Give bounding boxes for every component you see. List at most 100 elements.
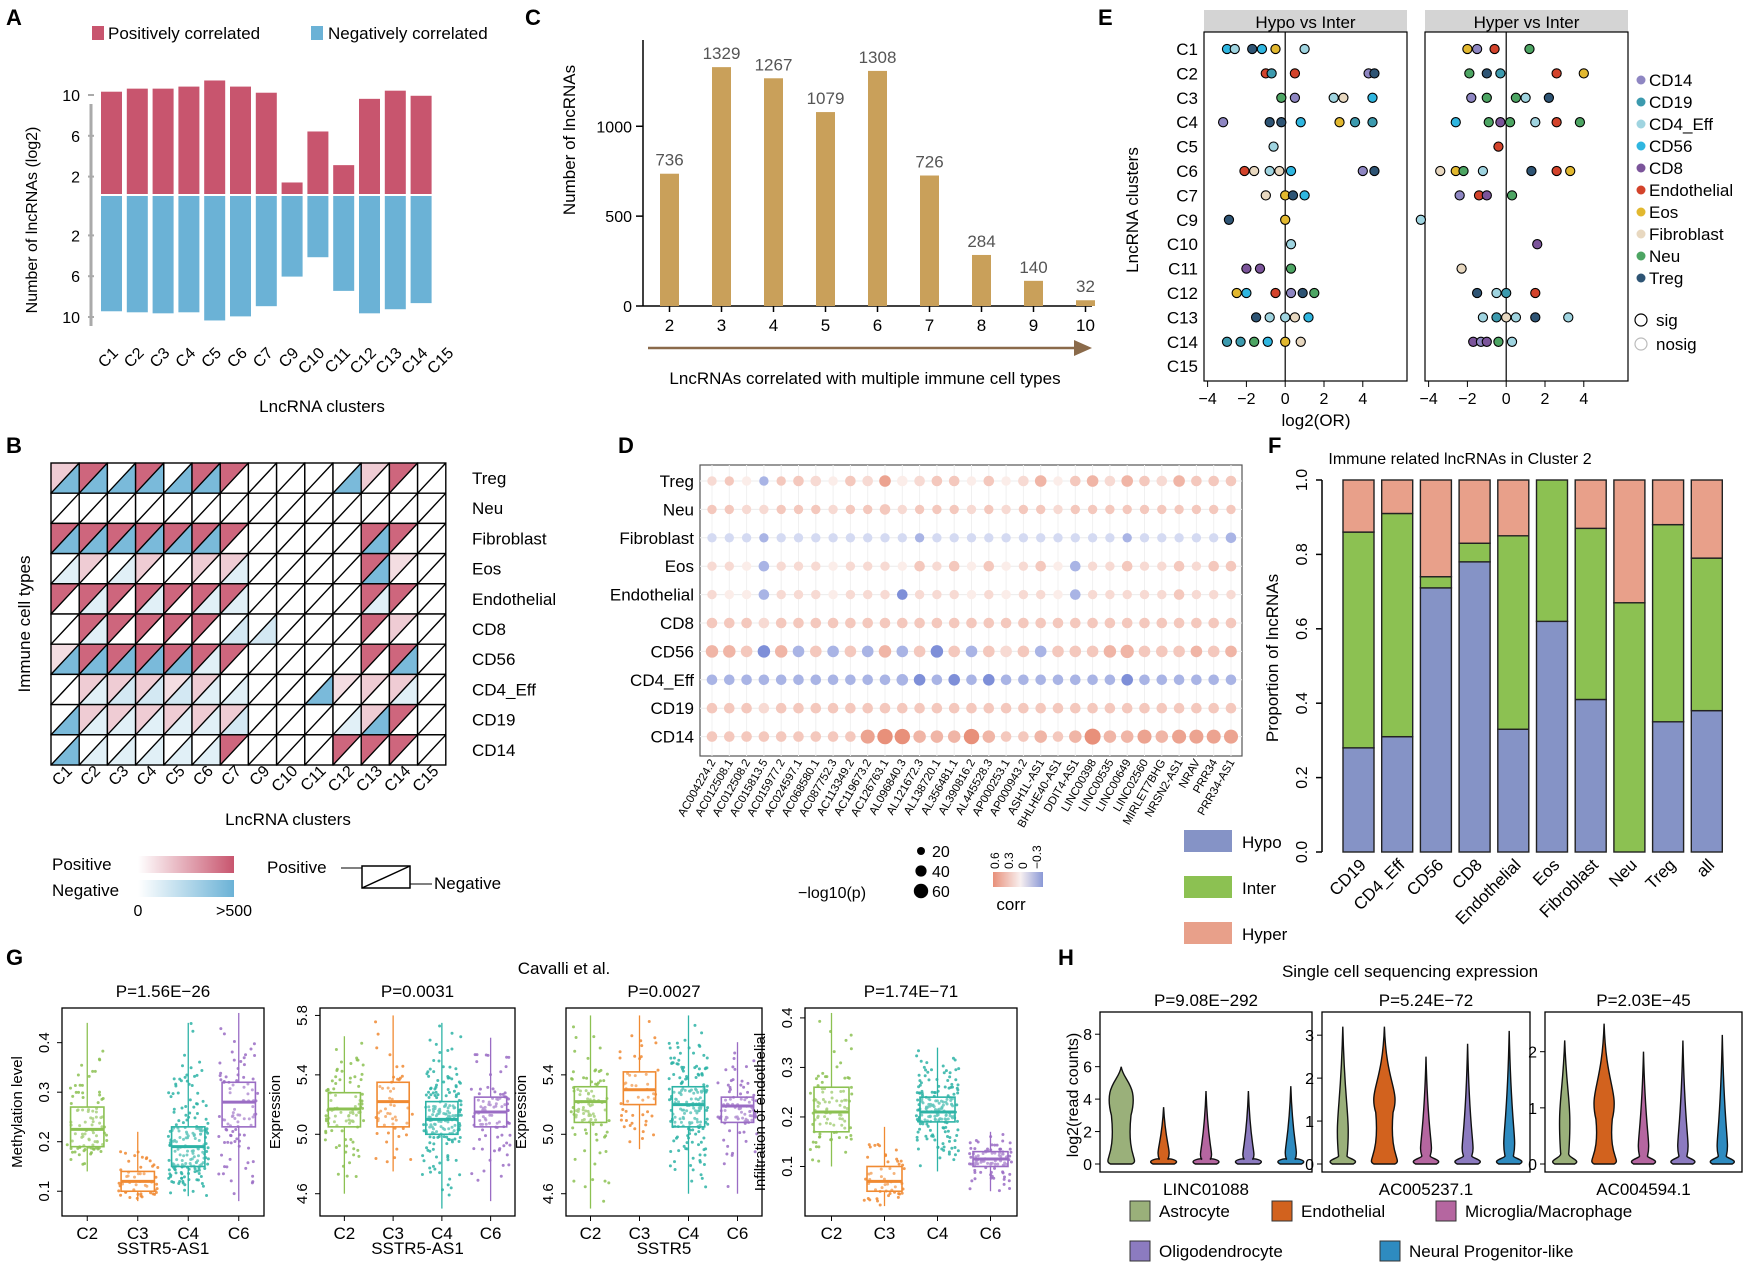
b-cell-diagonal: [163, 522, 193, 555]
d-dot: [811, 561, 821, 571]
g-box: [376, 1081, 411, 1128]
d-corr-tick: 0.6: [988, 852, 1002, 869]
panel-d: TregNeuFibroblastEosEndothelialCD8CD56CD…: [610, 464, 1243, 914]
g-jitter-point: [74, 1090, 78, 1094]
b-cell-diagonal: [332, 613, 362, 645]
g-jitter-point: [77, 1153, 81, 1157]
e-point: [1249, 336, 1260, 347]
g-jitter-point: [943, 1130, 947, 1134]
d-dot: [741, 561, 752, 571]
d-dot: [948, 702, 960, 714]
b-legend-cell: [361, 865, 411, 889]
d-dot: [1190, 645, 1203, 658]
a-xtick-label: C11: [322, 345, 354, 377]
e-point: [1309, 287, 1320, 299]
d-dot: [897, 533, 907, 543]
g-jitter-point: [975, 1162, 979, 1166]
g-jitter-point: [573, 1049, 577, 1053]
g-jitter-point: [178, 1153, 182, 1157]
g-jitter-point: [598, 1151, 602, 1155]
c-bar: [712, 67, 731, 306]
d-dot: [810, 731, 822, 742]
c-xtick-label: 5: [821, 316, 830, 335]
g-jitter-point: [69, 1147, 73, 1151]
f-bar-segment: [1497, 535, 1530, 730]
g-jitter-point: [507, 1163, 511, 1167]
g-jitter-point: [438, 1024, 442, 1028]
g-jitter-point: [496, 1135, 500, 1139]
g-jitter-point: [942, 1145, 946, 1149]
g-jitter-point: [499, 1070, 503, 1074]
g-jitter-point: [582, 1112, 586, 1116]
g-jitter-point: [166, 1134, 170, 1138]
g-jitter-point: [924, 1105, 928, 1109]
g-jitter-point: [739, 1110, 743, 1114]
g-jitter-point: [338, 1078, 342, 1082]
g-jitter-point: [375, 1132, 379, 1136]
g-jitter-point: [951, 1056, 955, 1060]
g-box: [221, 1081, 257, 1128]
g-jitter-point: [952, 1092, 956, 1096]
g-jitter-point: [253, 1053, 257, 1057]
g-jitter-point: [672, 1056, 676, 1060]
d-dot: [844, 645, 857, 658]
g-jitter-point: [453, 1123, 457, 1127]
g-jitter-point: [447, 1091, 451, 1095]
d-dot: [914, 702, 925, 714]
b-cell-diagonal: [304, 583, 334, 615]
g-jitter-point: [97, 1057, 101, 1061]
g-jitter-point: [697, 1043, 701, 1047]
g-jitter-point: [683, 1111, 687, 1115]
c-xtick-label: 9: [1029, 316, 1038, 335]
h-violin: [1329, 1026, 1357, 1165]
d-dot: [1087, 702, 1098, 714]
g-jitter-point: [242, 1063, 246, 1067]
g-jitter-point: [183, 1053, 187, 1057]
g-jitter-point: [646, 1082, 650, 1086]
d-dot: [828, 589, 838, 600]
g-jitter-point: [438, 1161, 442, 1165]
g-jitter-point: [899, 1159, 903, 1163]
e-row-label: C12: [1167, 284, 1198, 303]
g-jitter-point: [481, 1115, 485, 1119]
e-point: [1477, 312, 1489, 323]
g-jitter-point: [333, 1114, 337, 1118]
b-cell-diagonal: [304, 704, 334, 736]
e-point: [1264, 117, 1275, 128]
d-dot: [879, 702, 891, 714]
g-jitter-point: [148, 1159, 152, 1163]
a-xtick-label: C3: [147, 345, 174, 372]
d-dot: [1104, 475, 1116, 487]
d-dot: [1121, 702, 1133, 714]
e-point: [1574, 117, 1586, 128]
g-jitter-point: [695, 1064, 699, 1068]
g-jitter-point: [492, 1105, 496, 1109]
d-dot: [984, 589, 994, 600]
h-ylabel: log2(read counts): [1065, 1033, 1082, 1158]
g-jitter-point: [206, 1162, 210, 1166]
g-jitter-point: [400, 1074, 404, 1078]
g-jitter-point: [427, 1108, 431, 1112]
g-jitter-point: [650, 1114, 654, 1118]
b-cell-diagonal: [304, 613, 334, 645]
g-jitter-point: [946, 1129, 950, 1133]
g-xtick-label: C3: [382, 1224, 404, 1243]
g-jitter-point: [581, 1108, 585, 1112]
d-dot: [1121, 560, 1133, 572]
g-jitter-point: [96, 1101, 100, 1105]
g-jitter-point: [433, 1105, 437, 1109]
e-point: [1241, 263, 1252, 274]
g-pvalue: P=0.0027: [627, 982, 700, 1001]
g-jitter-point: [744, 1139, 748, 1143]
g-jitter-point: [969, 1162, 973, 1166]
g-jitter-point: [935, 1099, 939, 1103]
g-jitter-point: [732, 1057, 736, 1061]
g-jitter-point: [676, 1062, 680, 1066]
e-legend-dot: [1636, 97, 1646, 107]
g-jitter-point: [174, 1171, 178, 1175]
g-jitter-point: [139, 1165, 143, 1169]
g-jitter-point: [835, 1099, 839, 1103]
g-jitter-point: [427, 1096, 431, 1100]
g-jitter-point: [698, 1158, 702, 1162]
g-jitter-point: [444, 1094, 448, 1098]
